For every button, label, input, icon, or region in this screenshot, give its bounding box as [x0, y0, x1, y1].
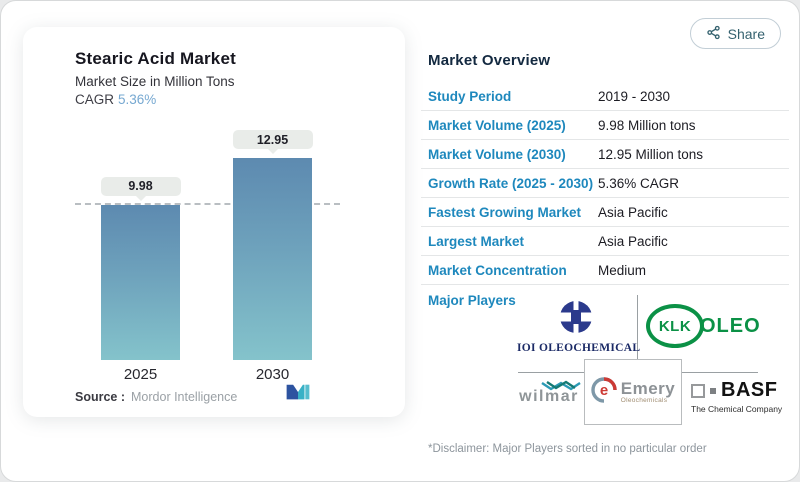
players-grid-horizontal-divider-left: [518, 372, 584, 373]
x-axis-label-2030: 2030: [255, 366, 290, 383]
ioi-logo-text: IOI OLEOCHEMICAL: [517, 342, 641, 354]
emery-oleochemicals-logo: e Emery Oleochemicals: [584, 359, 682, 425]
klk-oleo-text: OLEO: [700, 314, 761, 337]
wilmar-logo-text: wilmar: [519, 388, 579, 405]
overview-table: Study Period 2019 - 2030 Market Volume (2…: [421, 82, 789, 285]
svg-text:e: e: [600, 382, 608, 399]
disclaimer-text: *Disclaimer: Major Players sorted in no …: [428, 443, 707, 455]
ioi-logo-icon: [558, 299, 594, 339]
basf-square-outline-icon: [691, 383, 705, 398]
chart-title: Stearic Acid Market: [75, 49, 236, 68]
row-value: 9.98 Million tons: [598, 117, 696, 133]
row-label: Market Volume (2030): [428, 146, 566, 162]
row-label: Market Concentration: [428, 262, 567, 278]
source-value: Mordor Intelligence: [131, 390, 238, 404]
value-label-2030: 12.95: [256, 132, 289, 147]
chart-subtitle: Market Size in Million Tons: [75, 74, 235, 89]
share-button[interactable]: Share: [689, 18, 781, 49]
table-row: Market Volume (2025) 9.98 Million tons: [421, 111, 789, 140]
table-row: Market Volume (2030) 12.95 Million tons: [421, 140, 789, 169]
row-label: Growth Rate (2025 - 2030): [428, 175, 594, 191]
emery-logo-subtext: Oleochemicals: [620, 396, 668, 404]
table-row: Study Period 2019 - 2030: [421, 82, 789, 111]
table-row: Fastest Growing Market Asia Pacific: [421, 198, 789, 227]
table-row: Largest Market Asia Pacific: [421, 227, 789, 256]
table-row: Growth Rate (2025 - 2030) 5.36% CAGR: [421, 169, 789, 198]
klk-ellipse: KLK: [646, 304, 704, 348]
basf-square-fill-icon: [710, 387, 716, 394]
chart-panel: Stearic Acid Market Market Size in Milli…: [23, 27, 405, 417]
ioi-oleochemical-logo: IOI OLEOCHEMICAL: [517, 299, 641, 354]
row-value: 5.36% CAGR: [598, 175, 680, 191]
cagr-value: 5.36%: [118, 92, 157, 107]
row-label: Market Volume (2025): [428, 117, 566, 133]
cagr-label: CAGR: [75, 92, 115, 107]
bar-chart-plot: 9.98 12.95 2025 2030: [23, 130, 405, 383]
row-value: 2019 - 2030: [598, 88, 671, 104]
basf-logo-text: BASF: [721, 379, 778, 401]
reference-dashed-line: [75, 202, 340, 205]
table-row: Market Concentration Medium: [421, 256, 789, 285]
row-value: Medium: [598, 262, 647, 278]
share-icon: [706, 25, 721, 43]
wilmar-logo: wilmar: [513, 378, 585, 405]
klk-logo-text: KLK: [658, 317, 692, 335]
value-label-2025: 9.98: [128, 179, 153, 194]
bar-2025: [101, 204, 180, 360]
share-button-label: Share: [727, 25, 765, 42]
value-badge-2030: 12.95: [232, 130, 313, 150]
row-label: Largest Market: [428, 233, 525, 249]
row-value: 12.95 Million tons: [598, 146, 704, 162]
basf-logo: BASF The Chemical Company: [691, 379, 782, 414]
source-label: Source :: [75, 390, 126, 404]
value-badge-2025: 9.98: [100, 176, 181, 196]
chart-cagr: CAGR 5.36%: [75, 92, 236, 107]
row-value: Asia Pacific: [598, 204, 668, 220]
major-players-label: Major Players: [428, 293, 516, 308]
emery-logo-icon: e: [591, 376, 617, 408]
players-grid-horizontal-divider-right: [682, 372, 758, 373]
emery-logo-text: Emery: [620, 378, 676, 398]
basf-logo-subtext: The Chemical Company: [691, 404, 783, 414]
klk-oleo-logo: KLK OLEO: [646, 304, 761, 348]
players-grid-vertical-divider: [637, 295, 638, 359]
row-value: Asia Pacific: [598, 233, 668, 249]
wilmar-chevron-icon: [525, 378, 597, 391]
row-label: Study Period: [428, 88, 512, 104]
bar-column-2030: 12.95: [232, 130, 313, 360]
bar-2030: [233, 158, 312, 360]
overview-heading: Market Overview: [428, 52, 551, 69]
bar-column-2025: 9.98: [100, 142, 181, 360]
mordor-intelligence-logo-icon: [285, 383, 311, 406]
row-label: Fastest Growing Market: [428, 204, 582, 220]
x-axis-label-2025: 2025: [123, 366, 158, 383]
source-row: Source : Mordor Intelligence: [75, 390, 237, 404]
